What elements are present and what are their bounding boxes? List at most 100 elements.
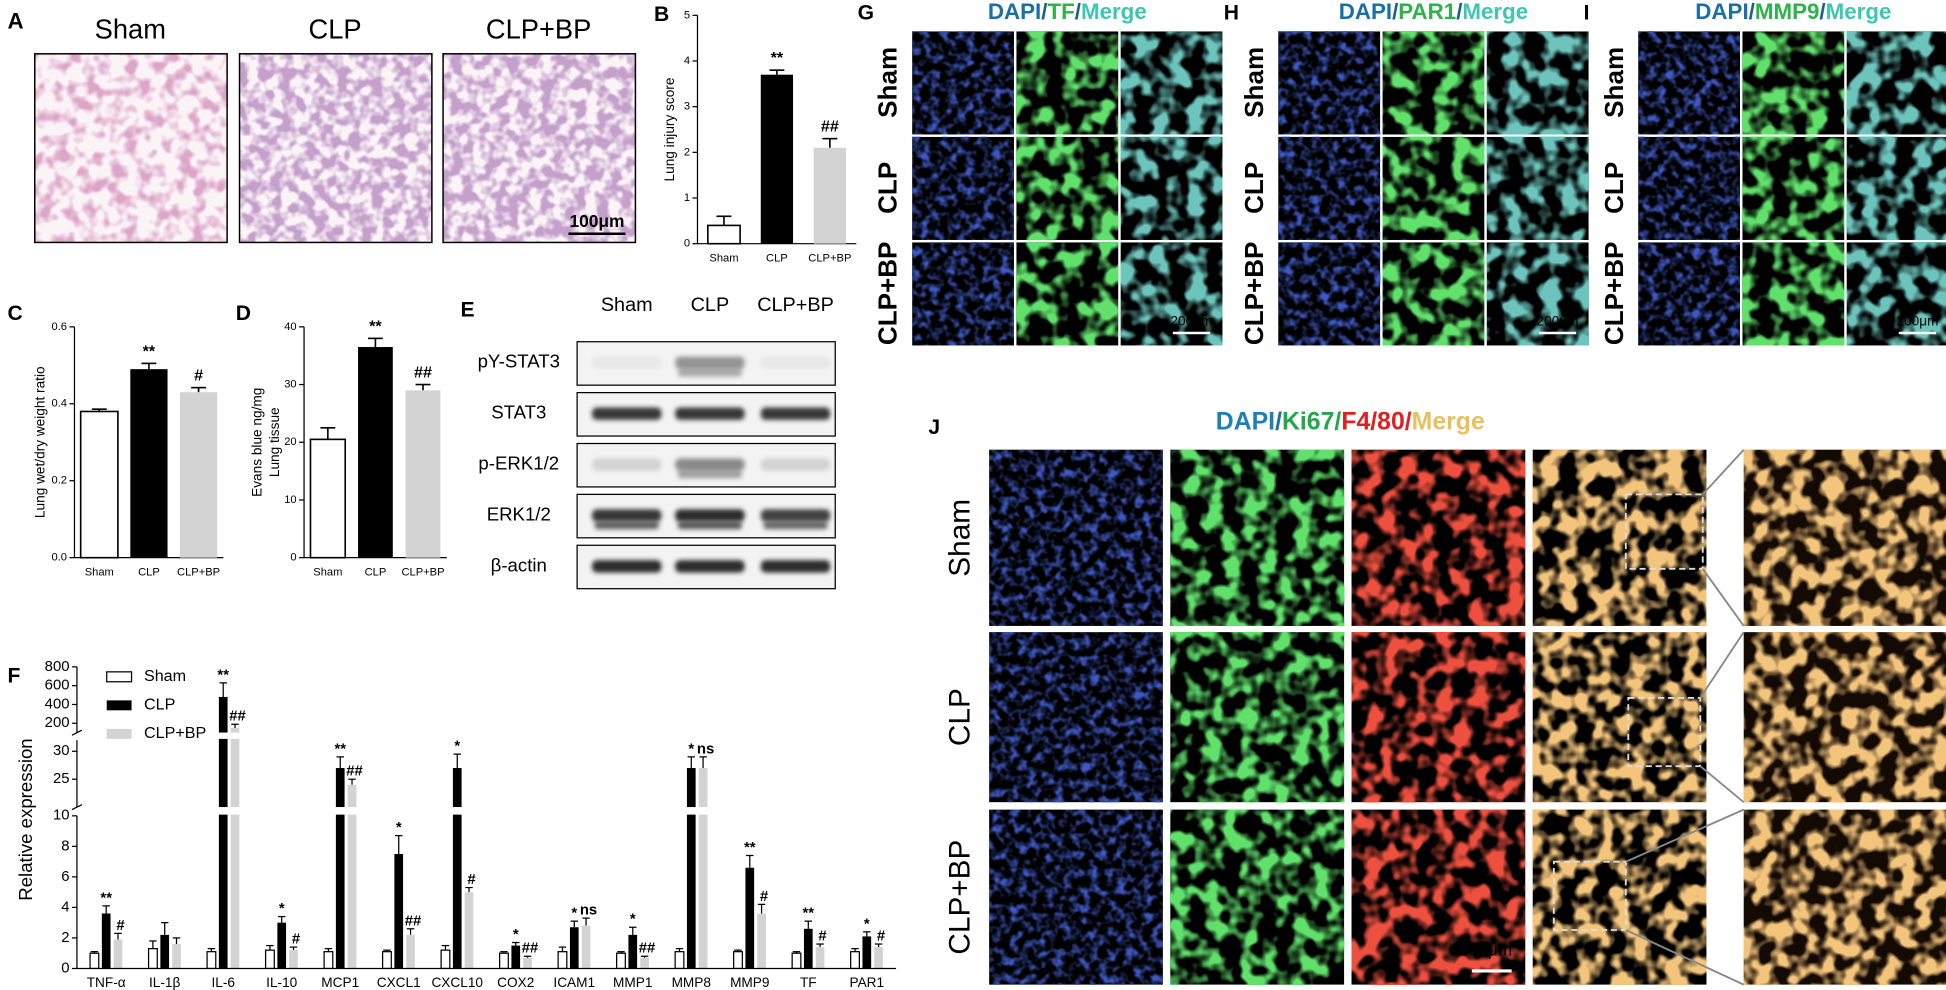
column-label: Sham: [95, 14, 166, 45]
bar: [440, 949, 451, 969]
row-label: CLP+BP: [1599, 242, 1629, 345]
bar: [707, 224, 741, 245]
micrograph-texture: [1532, 809, 1707, 985]
bar: [452, 814, 462, 969]
x-tick-label: CLP: [138, 567, 160, 579]
title-part: Merge: [1462, 0, 1528, 24]
significance: ##: [821, 118, 839, 136]
bar: [760, 74, 794, 244]
title-part: /: [1334, 408, 1341, 435]
x-tick-label: MMP1: [613, 975, 652, 990]
x-tick-label: ICAM1: [553, 975, 595, 990]
micrograph-texture: [1278, 31, 1381, 135]
row-label: CLP: [1239, 162, 1269, 214]
micrograph-texture: [1743, 449, 1946, 626]
y-tick-label: 0: [290, 552, 296, 564]
micrograph-texture: [912, 136, 1014, 240]
x-tick-label: CLP+BP: [401, 567, 444, 579]
blot-band: [675, 458, 745, 471]
blot-band: [591, 458, 662, 471]
significance: **: [369, 317, 382, 335]
bar: [815, 947, 825, 969]
y-tick-label: 25: [53, 771, 70, 787]
micrograph-texture: [1278, 242, 1381, 346]
blot-band: [760, 458, 831, 471]
micrograph-texture: [912, 31, 1014, 135]
blot-band: [760, 356, 831, 370]
panel-label: E: [460, 298, 474, 321]
y-axis-label: Lung injury score: [662, 78, 677, 182]
significance: ##: [639, 941, 656, 957]
bar: [557, 951, 568, 969]
blot-band: [591, 356, 662, 370]
row-label: CLP+BP: [1239, 242, 1269, 346]
blot-band: [675, 407, 745, 420]
y-tick-label: 200: [45, 715, 70, 731]
row-label: pY-STAT3: [478, 351, 560, 372]
bar: [347, 784, 357, 808]
scale-bar-label: 200μm: [1537, 313, 1579, 328]
significance: #: [818, 929, 827, 945]
title-part: TF: [1047, 0, 1074, 24]
bar: [79, 410, 119, 559]
micrograph-texture: [1170, 809, 1345, 985]
blot-band: [675, 509, 745, 522]
bar: [347, 814, 357, 969]
bar: [147, 948, 158, 969]
micrograph-texture: [1638, 242, 1740, 346]
column-label: CLP+BP: [757, 294, 834, 316]
x-tick-label: Sham: [709, 253, 738, 265]
scale-bar-label: 200μm: [1896, 313, 1938, 328]
row-label: p-ERK1/2: [478, 453, 559, 474]
row-label: ERK1/2: [487, 503, 551, 524]
title-part: /: [1041, 0, 1047, 24]
x-tick-label: IL-10: [266, 975, 298, 990]
bar: [850, 951, 860, 969]
y-tick-label: 0: [61, 960, 69, 976]
micrograph-texture: [1351, 449, 1526, 626]
bar: [172, 944, 181, 969]
zoom-box: [1624, 493, 1704, 570]
blot-band: [760, 560, 831, 573]
zoom-connector: [1625, 929, 1745, 986]
y-tick-label: 800: [45, 659, 70, 675]
blot-band: [760, 407, 831, 420]
bar: [289, 950, 298, 969]
micrograph-texture: [989, 632, 1163, 803]
panel-title: DAPI/Ki67/F4/80/Merge: [1216, 408, 1485, 435]
panel-label: D: [236, 302, 251, 325]
bar: [791, 952, 802, 969]
significance: **: [744, 840, 756, 856]
blot-band: [677, 470, 743, 479]
bar: [569, 927, 579, 969]
scale-bar-label: 200μm: [1459, 940, 1512, 960]
micrograph-texture: [1382, 31, 1485, 135]
micrograph-texture: [34, 53, 228, 243]
panel-label: B: [654, 3, 669, 26]
row-label: CLP+BP: [944, 840, 977, 955]
image-frame: [442, 53, 637, 244]
panel-title: DAPI/PAR1/Merge: [1339, 0, 1528, 24]
micrograph-texture: [443, 53, 636, 243]
title-part: /: [1405, 408, 1412, 435]
image-frame: [34, 53, 228, 244]
title-part: F4/80: [1341, 408, 1404, 435]
bar: [309, 438, 347, 559]
significance: ns: [697, 741, 714, 757]
y-tick-label: 30: [284, 378, 296, 390]
bar: [277, 922, 287, 969]
micrograph-texture: [1382, 136, 1485, 240]
y-tick-label: 2: [684, 146, 690, 158]
row-label: β-actin: [491, 554, 547, 575]
micrograph-texture: [1846, 136, 1946, 240]
bar: [218, 696, 228, 733]
bar: [581, 925, 591, 969]
column-label: Sham: [601, 294, 653, 316]
y-tick-label: 0.0: [52, 552, 68, 564]
blot-band: [591, 509, 662, 522]
row-label: CLP: [944, 688, 977, 746]
zoom-box: [1627, 696, 1702, 768]
bar: [452, 768, 462, 808]
y-tick-label: 10: [53, 808, 70, 824]
